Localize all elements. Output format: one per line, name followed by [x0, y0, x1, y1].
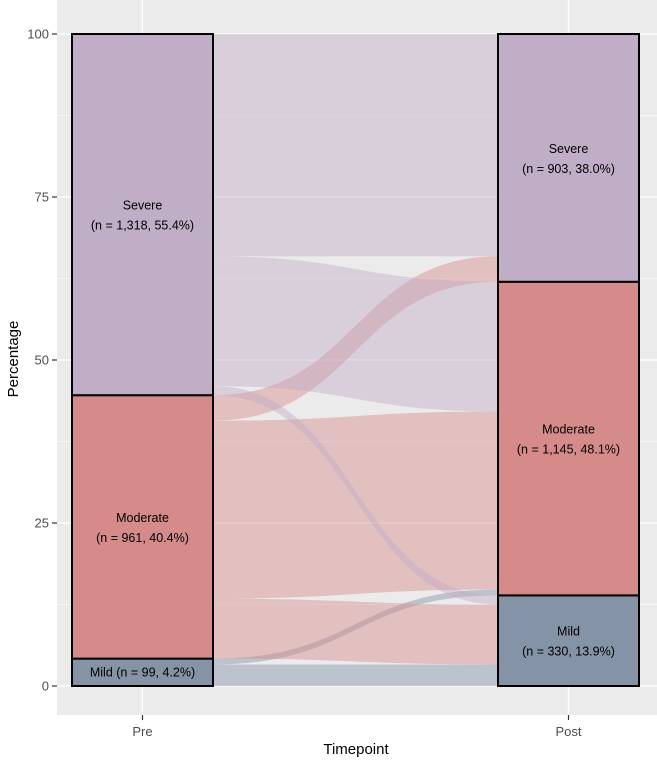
axis-layer: 0 25 50 75 100 Pre Post — [27, 27, 582, 740]
pre-severe-label-detail: (n = 1,318, 55.4%) — [91, 219, 194, 233]
post-stratum-mild — [497, 594, 640, 687]
y-tick-label: 0 — [42, 679, 49, 694]
stratum-layer — [71, 33, 640, 687]
post-mild-label-detail: (n = 330, 13.9%) — [522, 645, 615, 659]
post-stratum-severe — [497, 33, 640, 283]
flow-severe-to-severe — [213, 34, 498, 257]
pre-stratum-severe — [71, 33, 214, 397]
post-moderate-label-name: Moderate — [542, 423, 595, 437]
y-axis-title: Percentage — [5, 321, 22, 398]
y-tick-label: 75 — [35, 190, 49, 205]
flow-moderate-to-mild — [213, 598, 498, 665]
pre-severe-label-name: Severe — [123, 199, 163, 213]
flow-layer — [213, 34, 498, 686]
x-tick-label-post: Post — [555, 724, 581, 739]
pre-stratum-moderate — [71, 394, 214, 660]
x-axis-title: Timepoint — [323, 741, 389, 758]
flow-moderate-to-severe — [213, 256, 498, 421]
post-moderate-label-detail: (n = 1,145, 48.1%) — [517, 443, 620, 457]
pre-mild-label: Mild (n = 99, 4.2%) — [90, 665, 195, 679]
pre-moderate-label-detail: (n = 961, 40.4%) — [96, 531, 189, 545]
x-tick-label-pre: Pre — [132, 724, 152, 739]
post-stratum-moderate — [497, 280, 640, 597]
flow-severe-to-moderate — [213, 256, 498, 412]
pre-moderate-label-name: Moderate — [116, 511, 169, 525]
y-tick-label: 100 — [27, 27, 49, 42]
flow-moderate-to-moderate — [213, 411, 498, 599]
post-mild-label-name: Mild — [557, 625, 580, 639]
y-tick-label: 50 — [35, 353, 49, 368]
flow-severe-to-mild — [213, 386, 498, 605]
stratum-label-layer: Mild (n = 99, 4.2%) Moderate (n = 961, 40.… — [90, 142, 620, 679]
post-severe-label-name: Severe — [549, 142, 589, 156]
y-tick-label: 25 — [35, 516, 49, 531]
post-severe-label-detail: (n = 903, 38.0%) — [522, 162, 615, 176]
pre-stratum-mild — [71, 657, 214, 687]
flow-mild-to-moderate — [213, 589, 498, 665]
flow-mild-to-mild — [213, 664, 498, 686]
